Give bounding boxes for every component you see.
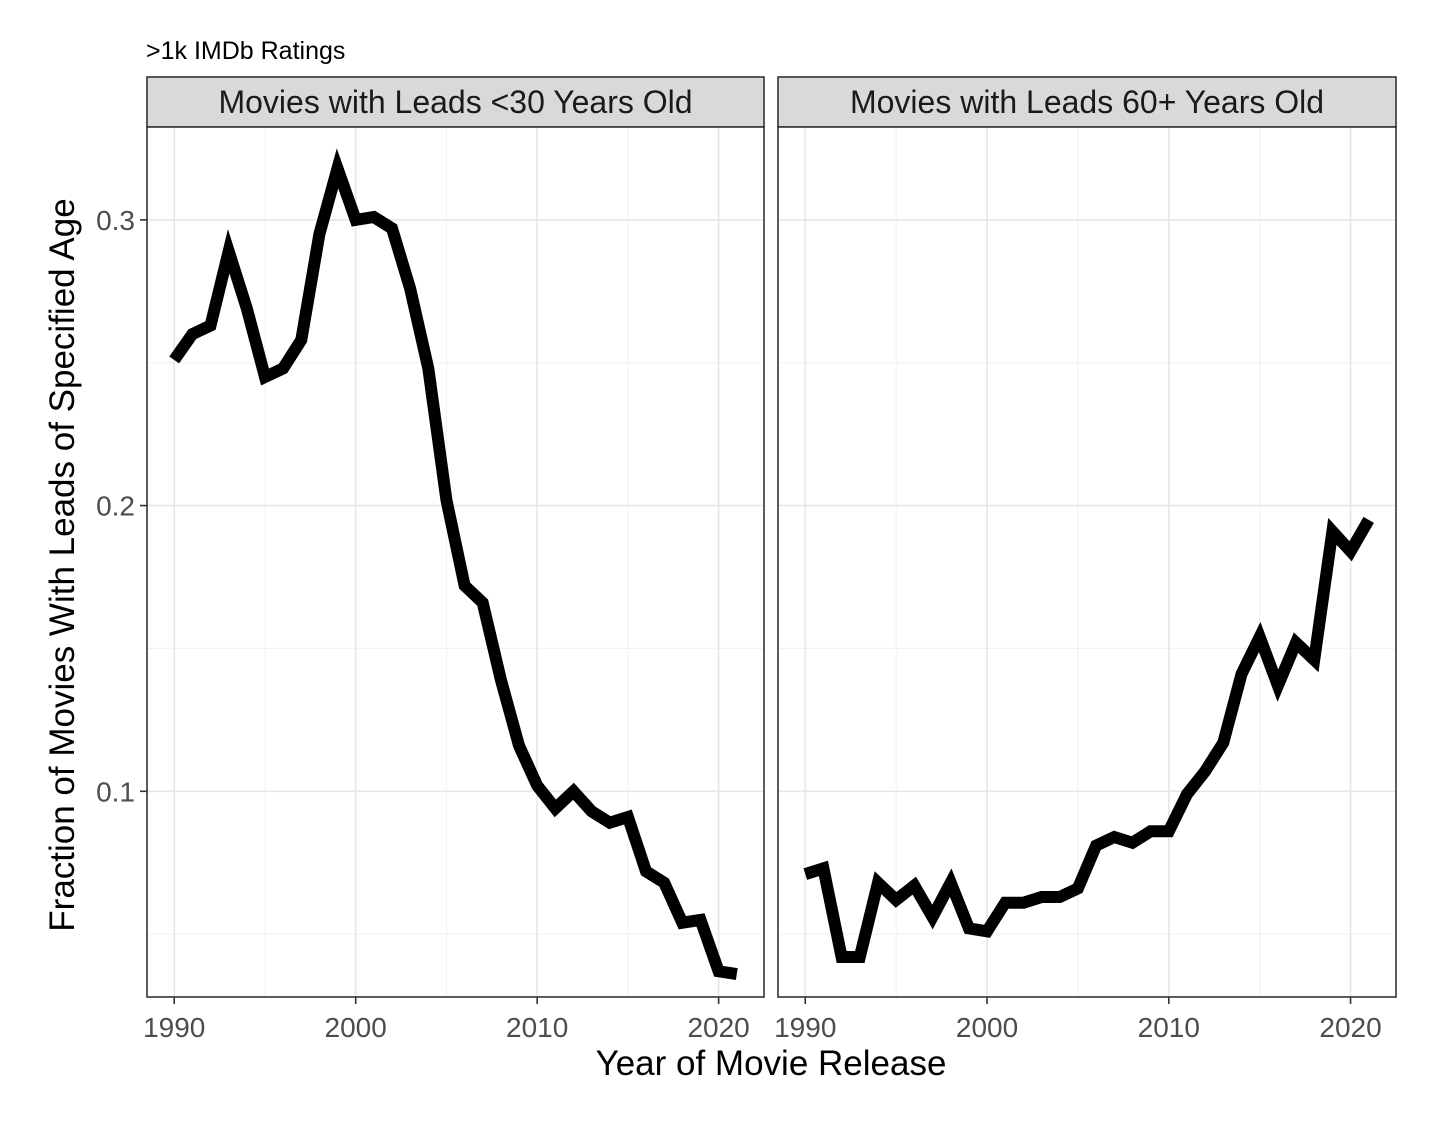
panel-strip bbox=[777, 76, 1397, 128]
panel-strip-title: Movies with Leads <30 Years Old bbox=[218, 84, 692, 120]
y-tick-label: 0.3 bbox=[96, 205, 135, 236]
x-tick-label: 2010 bbox=[506, 1012, 568, 1043]
x-axis-title: Year of Movie Release bbox=[596, 1044, 947, 1083]
panel-2: Movies with Leads 60+ Years Old 1990 2000 2… bbox=[774, 76, 1397, 1043]
panel-strip bbox=[146, 76, 765, 128]
x-tick-label: 1990 bbox=[143, 1012, 205, 1043]
panel-border bbox=[777, 126, 1397, 998]
y-tick-label: 0.2 bbox=[96, 491, 135, 522]
x-tick-label: 2020 bbox=[687, 1012, 749, 1043]
panel-border bbox=[146, 126, 765, 998]
series-line bbox=[803, 516, 1374, 963]
x-tick-label: 2020 bbox=[1319, 1012, 1381, 1043]
chart-subtitle: >1k IMDb Ratings bbox=[146, 37, 345, 65]
x-tick-label: 2010 bbox=[1138, 1012, 1200, 1043]
panel-strip-title: Movies with Leads 60+ Years Old bbox=[850, 84, 1324, 120]
panel-1: Movies with Leads <30 Years Old 1990 2000 2… bbox=[96, 76, 765, 1043]
series-line bbox=[169, 148, 738, 981]
y-tick-label: 0.1 bbox=[96, 776, 135, 807]
panels-layer: Movies with Leads <30 Years Old 1990 2000 2… bbox=[96, 76, 1397, 1043]
x-tick-label: 2000 bbox=[325, 1012, 387, 1043]
y-axis-title: Fraction of Movies With Leads of Specifi… bbox=[43, 198, 82, 931]
x-tick-label: 1990 bbox=[774, 1012, 836, 1043]
x-tick-label: 2000 bbox=[956, 1012, 1018, 1043]
